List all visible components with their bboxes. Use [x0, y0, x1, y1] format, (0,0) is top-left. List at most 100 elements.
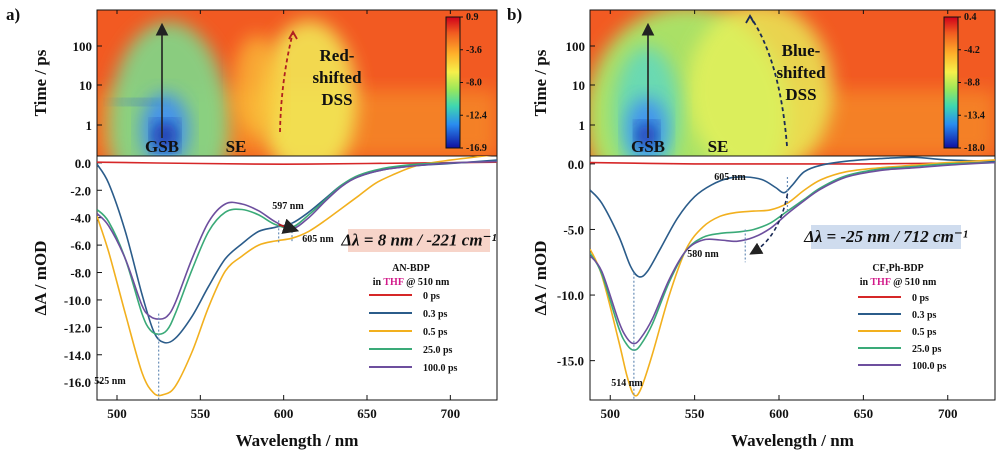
dss-annotation-line: shifted	[312, 68, 362, 87]
colorbar-tick-label: -16.9	[466, 143, 487, 154]
heatmap-band-label: SE	[226, 137, 247, 156]
y-tick-label: -8.0	[70, 266, 91, 281]
shift-box	[811, 225, 961, 249]
plot-frame	[589, 155, 996, 401]
colorbar-tick-label: -13.4	[964, 110, 985, 121]
heatmap-y-tick-label: 1	[86, 118, 93, 133]
y-axis-label: ΔA / mOD	[31, 241, 50, 316]
dss-arrowhead	[745, 14, 755, 24]
series-lines	[590, 156, 995, 397]
shift-box-text: Δλ = -25 nm / 712 cm⁻¹	[803, 227, 968, 246]
y-tick-label: -12.0	[64, 320, 91, 335]
colorbar-tick-label: 0.9	[466, 12, 479, 23]
legend-label: 0.5 ps	[912, 327, 937, 338]
panel-label: b)	[507, 5, 522, 24]
plot-frame	[96, 155, 498, 401]
series-line	[97, 160, 497, 320]
shift-arrow	[749, 193, 789, 255]
legend-label: 0 ps	[912, 293, 929, 304]
heatmap-y-tick-label: 100	[73, 39, 93, 54]
marker-label: 525 nm	[94, 376, 126, 387]
series-line	[97, 156, 492, 397]
series-line	[590, 159, 995, 397]
series-line	[590, 161, 995, 345]
y-tick-label: -15.0	[557, 354, 584, 369]
series-line	[97, 161, 497, 166]
legend-title-in: in	[373, 277, 384, 288]
heatmap-band-label: SE	[708, 137, 729, 156]
shift-arrow	[278, 218, 300, 234]
x-tick-label: 650	[854, 406, 874, 421]
colorbar	[943, 16, 959, 149]
x-tick-label: 700	[938, 406, 958, 421]
x-tick-label: 600	[769, 406, 789, 421]
heatmap-y-tick-label: 10	[572, 78, 585, 93]
legend-label: 0 ps	[423, 291, 440, 302]
marker-label: 597 nm	[272, 201, 304, 212]
y-tick-label: -6.0	[70, 238, 91, 253]
y-tick-label: -10.0	[557, 288, 584, 303]
series-line	[97, 160, 497, 336]
x-tick-label: 500	[601, 406, 621, 421]
y-axis-label: ΔA / mOD	[531, 241, 550, 316]
heatmap	[590, 10, 995, 156]
heatmap-y-axis-label: Time / ps	[31, 49, 50, 116]
dss-annotation-line: DSS	[785, 85, 816, 104]
y-tick-label: -2.0	[70, 183, 91, 198]
colorbar-tick-label: 0.4	[964, 12, 977, 23]
dss-annotation-line: Blue-	[782, 41, 821, 60]
x-tick-label: 600	[274, 406, 294, 421]
legend-title-in: in	[860, 277, 871, 288]
legend-title-conditions: in THF @ 510 nm	[373, 277, 450, 288]
heatmap-y-axis-label: Time / ps	[531, 49, 550, 116]
legend-label: 100.0 ps	[423, 363, 458, 374]
y-tick-label: -16.0	[64, 375, 91, 390]
x-tick-label: 500	[107, 406, 127, 421]
x-tick-label: 550	[191, 406, 211, 421]
heatmap-y-tick-label: 10	[79, 78, 92, 93]
dss-arrowhead	[288, 30, 298, 40]
series-lines	[97, 156, 497, 397]
panel-label: a)	[6, 5, 20, 24]
heatmap-y-tick-label: 100	[566, 39, 586, 54]
y-tick-label: -10.0	[64, 293, 91, 308]
legend-label: 25.0 ps	[423, 345, 453, 356]
legend-title-solvent: THF	[870, 277, 890, 288]
dss-annotation-line: shifted	[776, 63, 826, 82]
heatmap-y-tick-label: 1	[579, 118, 586, 133]
heatmap-region	[261, 20, 357, 156]
x-tick-label: 700	[441, 406, 461, 421]
y-tick-label: 0.0	[568, 157, 584, 172]
legend-title-excitation: @ 510 nm	[404, 277, 450, 288]
heatmap-region	[636, 123, 657, 148]
series-line	[590, 161, 995, 352]
colorbar-tick-label: -12.4	[466, 110, 487, 121]
marker-label: 580 nm	[687, 249, 719, 260]
legend-title-compound: CF₃Ph-BDP	[872, 263, 923, 274]
marker-label: 605 nm	[714, 172, 746, 183]
x-tick-label: 650	[357, 406, 377, 421]
legend-title-compound: AN-BDP	[392, 263, 430, 274]
heatmap-region	[113, 99, 161, 105]
y-tick-label: -14.0	[64, 348, 91, 363]
legend-title-conditions: in THF @ 510 nm	[860, 277, 937, 288]
panel-a: a) 100 10 1 Time / ps 0.9 -3.6 -8.0 -12.4 -16.9 GS…	[6, 5, 498, 450]
legend-title-solvent: THF	[383, 277, 403, 288]
x-axis-label: Wavelength / nm	[236, 431, 359, 450]
legend-label: 0.3 ps	[423, 309, 448, 320]
x-tick-label: 550	[685, 406, 705, 421]
legend-label: 25.0 ps	[912, 344, 942, 355]
x-axis-label: Wavelength / nm	[731, 431, 854, 450]
heatmap-band-label: GSB	[631, 137, 665, 156]
heatmap-band-label: GSB	[145, 137, 179, 156]
y-tick-label: 0.0	[75, 156, 91, 171]
legend-label: 0.3 ps	[912, 310, 937, 321]
shift-box	[348, 229, 490, 252]
marker-label: 605 nm	[302, 234, 334, 245]
colorbar-tick-label: -4.2	[964, 45, 980, 56]
marker-label: 514 nm	[611, 378, 643, 389]
heatmap	[97, 10, 497, 156]
colorbar-tick-label: -8.8	[964, 78, 980, 89]
shift-box-text: Δλ = 8 nm / -221 cm⁻¹	[340, 231, 496, 250]
